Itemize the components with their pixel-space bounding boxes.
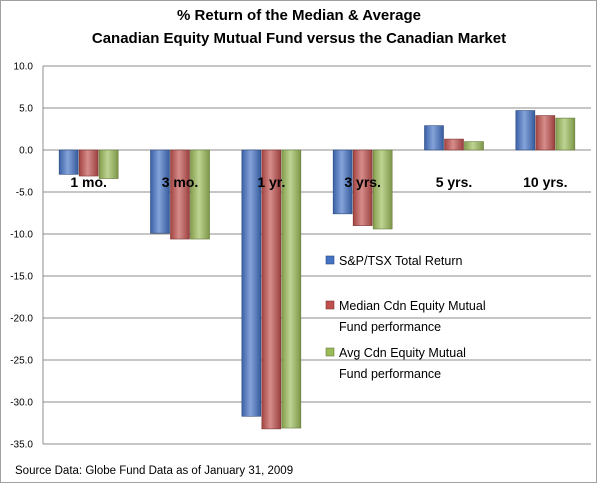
category-label: 3 yrs.: [344, 174, 381, 190]
legend-swatch-1: [325, 255, 335, 265]
chart-title: % Return of the Median & Average Canadian…: [92, 7, 506, 47]
legend-label-2: Median Cdn Equity Mutual: [339, 299, 486, 313]
bar-2-4: [352, 149, 373, 226]
chart-title-line-2: Canadian Equity Mutual Fund versus the C…: [92, 30, 506, 47]
category-label: 10 yrs.: [523, 174, 567, 190]
y-tick-label: 5.0: [19, 104, 33, 115]
category-labels: 1 mo. 3 mo. 1 yr. 3 yrs. 5 yrs. 10 yrs.: [70, 174, 567, 190]
y-tick-label: -30.0: [10, 398, 33, 409]
category-label: 3 mo.: [162, 174, 199, 190]
bar-1-1: [58, 149, 79, 175]
y-axis-ticks: 10.0 5.0 0.0 -5.0 -10.0 -15.0 -20.0 -25.0 -30.0 -…: [10, 62, 33, 451]
category-label: 5 yrs.: [436, 174, 473, 190]
bar-3-4: [372, 149, 393, 230]
bar-3-5: [464, 141, 484, 151]
bar-3-6: [555, 117, 576, 151]
source-note: Source Data: Globe Fund Data as of Janua…: [15, 465, 293, 477]
category-label: 1 mo.: [70, 174, 107, 190]
legend-label-3: Avg Cdn Equity Mutual: [339, 346, 466, 360]
bar-2-1: [78, 149, 99, 177]
y-tick-label: -10.0: [10, 230, 33, 241]
bars: [58, 110, 576, 430]
y-tick-label: -25.0: [10, 356, 33, 367]
y-tick-label: -20.0: [10, 314, 33, 325]
bar-1-2: [150, 149, 170, 234]
bar-3-2: [190, 149, 210, 240]
gridlines: [42, 65, 591, 445]
bar-3-1: [98, 149, 119, 179]
bar-2-3: [261, 149, 282, 430]
category-label: 1 yr.: [257, 174, 285, 190]
bar-1-6: [515, 110, 536, 151]
legend-label-1: S&P/TSX Total Return: [339, 254, 462, 268]
legend-label-2: Fund performance: [339, 320, 441, 334]
y-tick-label: -15.0: [10, 272, 33, 283]
y-tick-label: -35.0: [10, 440, 33, 451]
bar-2-2: [170, 149, 190, 240]
legend-swatch-2: [325, 300, 335, 310]
legend-swatch-3: [325, 347, 335, 357]
bar-1-3: [241, 149, 262, 417]
bar-2-6: [535, 115, 556, 151]
bar-1-4: [332, 149, 353, 215]
bar-3-3: [281, 149, 302, 429]
y-tick-label: -5.0: [16, 188, 34, 199]
y-tick-label: 0.0: [19, 146, 33, 157]
chart-title-line-1: % Return of the Median & Average: [177, 7, 421, 24]
legend-label-3: Fund performance: [339, 367, 441, 381]
bar-2-5: [444, 138, 464, 151]
legend: S&P/TSX Total Return Median Cdn Equity Mu…: [325, 254, 486, 381]
y-tick-label: 10.0: [14, 62, 34, 73]
bar-1-5: [424, 125, 444, 151]
